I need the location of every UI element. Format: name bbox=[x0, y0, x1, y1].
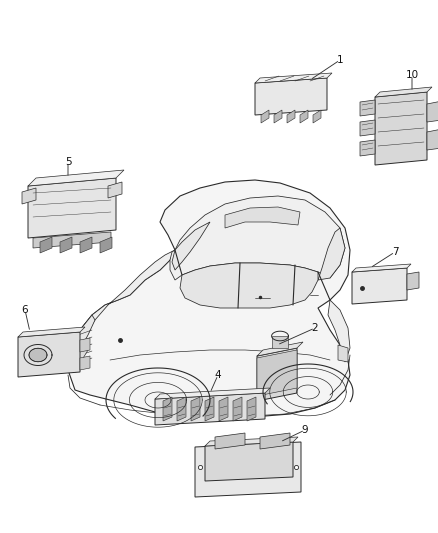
Polygon shape bbox=[205, 437, 298, 446]
Polygon shape bbox=[352, 264, 411, 272]
Polygon shape bbox=[233, 397, 242, 421]
Polygon shape bbox=[18, 327, 85, 337]
Polygon shape bbox=[360, 100, 375, 116]
Polygon shape bbox=[375, 92, 427, 165]
Polygon shape bbox=[272, 336, 288, 348]
Polygon shape bbox=[407, 272, 419, 290]
Polygon shape bbox=[180, 263, 318, 308]
Polygon shape bbox=[28, 178, 116, 238]
Text: 1: 1 bbox=[337, 55, 343, 65]
Polygon shape bbox=[287, 110, 295, 123]
Polygon shape bbox=[40, 237, 52, 253]
Polygon shape bbox=[68, 180, 350, 420]
Polygon shape bbox=[261, 110, 269, 123]
Polygon shape bbox=[205, 397, 214, 421]
Polygon shape bbox=[172, 222, 210, 270]
Polygon shape bbox=[257, 348, 297, 401]
Polygon shape bbox=[28, 170, 124, 186]
Polygon shape bbox=[219, 397, 228, 421]
Polygon shape bbox=[225, 207, 300, 228]
Polygon shape bbox=[80, 338, 90, 352]
Polygon shape bbox=[360, 140, 375, 156]
Polygon shape bbox=[72, 348, 88, 360]
Polygon shape bbox=[163, 397, 172, 421]
Polygon shape bbox=[255, 73, 332, 83]
Text: 4: 4 bbox=[215, 370, 221, 380]
Polygon shape bbox=[191, 397, 200, 421]
Polygon shape bbox=[427, 101, 438, 122]
Polygon shape bbox=[257, 350, 297, 396]
Polygon shape bbox=[328, 300, 350, 362]
Polygon shape bbox=[375, 87, 432, 97]
Polygon shape bbox=[22, 188, 36, 204]
Polygon shape bbox=[338, 345, 348, 362]
Polygon shape bbox=[205, 442, 293, 481]
Text: 9: 9 bbox=[302, 425, 308, 435]
Polygon shape bbox=[155, 393, 265, 425]
Polygon shape bbox=[318, 228, 345, 280]
Polygon shape bbox=[177, 397, 186, 421]
Polygon shape bbox=[255, 78, 327, 115]
Polygon shape bbox=[247, 397, 256, 421]
Polygon shape bbox=[80, 250, 175, 338]
Polygon shape bbox=[313, 110, 321, 123]
Polygon shape bbox=[80, 356, 90, 370]
Polygon shape bbox=[60, 237, 72, 253]
Polygon shape bbox=[195, 442, 301, 497]
Polygon shape bbox=[352, 268, 407, 304]
Text: 10: 10 bbox=[406, 70, 419, 80]
Polygon shape bbox=[155, 388, 270, 399]
Polygon shape bbox=[360, 120, 375, 136]
Polygon shape bbox=[68, 315, 95, 372]
Polygon shape bbox=[80, 237, 92, 253]
Polygon shape bbox=[108, 182, 122, 198]
Text: 7: 7 bbox=[392, 247, 398, 257]
Polygon shape bbox=[257, 342, 303, 356]
Polygon shape bbox=[18, 332, 80, 377]
Polygon shape bbox=[100, 237, 112, 253]
Text: 2: 2 bbox=[312, 323, 318, 333]
Text: 5: 5 bbox=[65, 157, 71, 167]
Polygon shape bbox=[427, 129, 438, 150]
Polygon shape bbox=[260, 433, 290, 449]
Polygon shape bbox=[170, 196, 345, 280]
Polygon shape bbox=[33, 232, 111, 248]
Polygon shape bbox=[274, 110, 282, 123]
Polygon shape bbox=[29, 348, 47, 362]
Polygon shape bbox=[300, 110, 308, 123]
Text: 6: 6 bbox=[22, 305, 28, 315]
Polygon shape bbox=[215, 433, 245, 449]
